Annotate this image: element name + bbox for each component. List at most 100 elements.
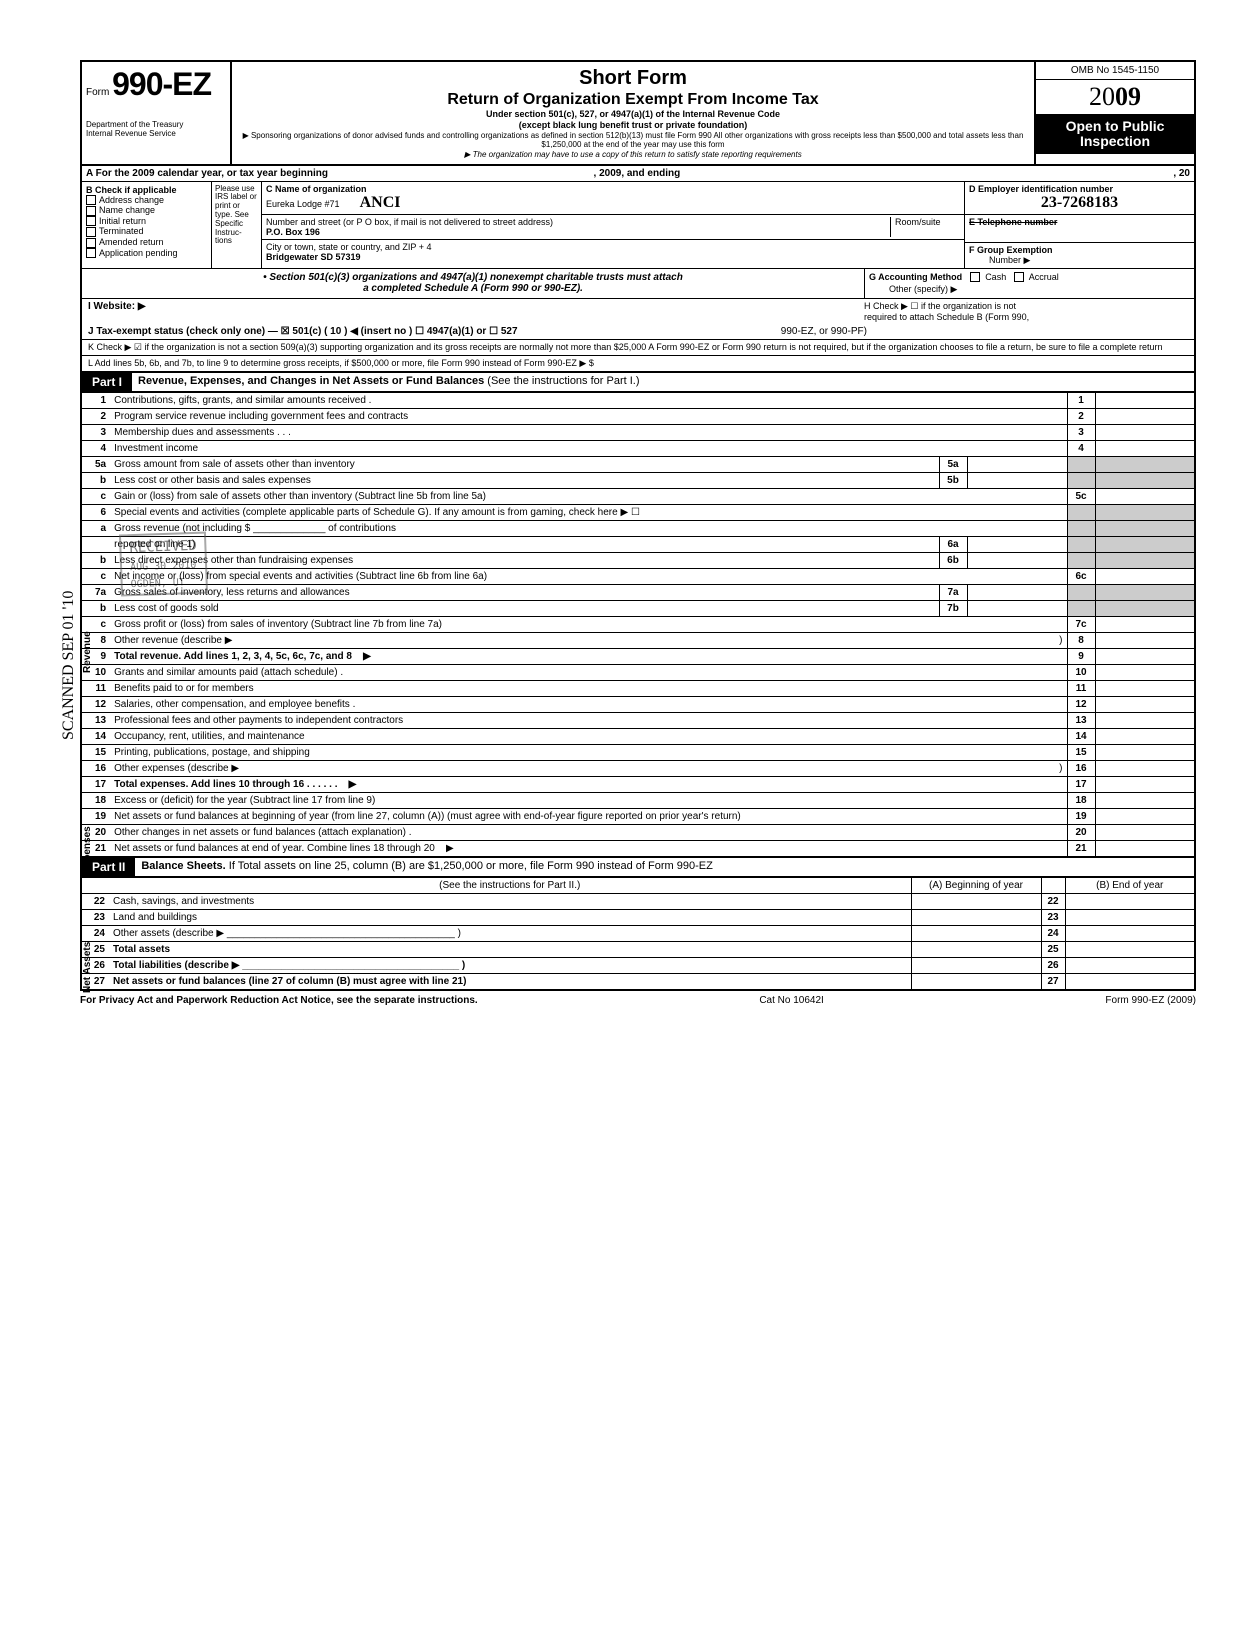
line-row: 13Professional fees and other payments t… [81, 713, 1195, 729]
h1: H Check ▶ ☐ if the organization is not [864, 301, 1188, 312]
line-row: 17Total expenses. Add lines 10 through 1… [81, 777, 1195, 793]
part2-title: Balance Sheets. [141, 860, 228, 872]
line-row: 2Program service revenue including gover… [81, 409, 1195, 425]
line-row: 14Occupancy, rent, utilities, and mainte… [81, 729, 1195, 745]
chk-name[interactable] [86, 206, 96, 216]
row-a-mid: , 2009, and ending [594, 168, 681, 179]
e-tel-lbl: E Telephone number [969, 217, 1190, 227]
line-row: 15Printing, publications, postage, and s… [81, 745, 1195, 761]
bs-row: 25Total assets25 [81, 942, 1195, 958]
omb-number: OMB No 1545-1150 [1036, 62, 1194, 80]
f-grp-sub: Number ▶ [969, 255, 1190, 266]
section-j: J Tax-exempt status (check only one) — ☒… [80, 324, 1196, 340]
line-row: 1Contributions, gifts, grants, and simil… [81, 393, 1195, 409]
note1: ▶ Sponsoring organizations of donor advi… [240, 131, 1026, 150]
chk-initial[interactable] [86, 216, 96, 226]
line-row: 20Other changes in net assets or fund ba… [81, 825, 1195, 841]
stamp-received: RECEIVED [129, 538, 197, 556]
line-row: 8Other revenue (describe ▶ )8 [81, 633, 1195, 649]
line-row: 7aGross sales of inventory, less returns… [81, 585, 1195, 601]
form-number: 990-EZ [112, 66, 211, 102]
chk-terminated[interactable] [86, 227, 96, 237]
footer-right: Form 990-EZ (2009) [1105, 995, 1196, 1006]
website-lbl: I Website: ▶ [88, 301, 146, 312]
section-k: K Check ▶ ☑ if the organization is not a… [80, 340, 1196, 356]
chk-cash[interactable] [970, 272, 980, 282]
stamp-date: AUG 30 2010 [130, 560, 198, 573]
form-header: Form 990-EZ Department of the Treasury I… [80, 60, 1196, 164]
line-row: cNet income or (loss) from special event… [81, 569, 1195, 585]
part1-header: Part I Revenue, Expenses, and Changes in… [80, 373, 1196, 393]
line-row: 18Excess or (deficit) for the year (Subt… [81, 793, 1195, 809]
lbl-address: Address change [99, 195, 164, 205]
col-b-head: B Check if applicable [86, 185, 207, 195]
year-suffix: 09 [1115, 82, 1141, 111]
bs-colA: (A) Beginning of year [911, 878, 1041, 894]
bs-row: 23Land and buildings23 [81, 910, 1195, 926]
line-row: 21Net assets or fund balances at end of … [81, 841, 1195, 858]
room-lbl: Room/suite [890, 217, 960, 237]
vlabel-expenses: Expenses [82, 826, 93, 873]
row-a-text: A For the 2009 calendar year, or tax yea… [86, 168, 328, 179]
f-grp-lbl: F Group Exemption [969, 245, 1190, 255]
line-row: 4Investment income4 [81, 441, 1195, 457]
vlabel-netassets: Net Assets [82, 942, 93, 993]
bs-row: 22Cash, savings, and investments22 [81, 894, 1195, 910]
c-name-val1: Eureka Lodge #71 [266, 199, 340, 209]
chk-pending[interactable] [86, 248, 96, 258]
title-short-form: Short Form [240, 66, 1026, 90]
line-row: bLess direct expenses other than fundrai… [81, 553, 1195, 569]
g-lbl: G Accounting Method [869, 272, 962, 282]
chk-address[interactable] [86, 195, 96, 205]
line-row: 16Other expenses (describe ▶ )16 [81, 761, 1195, 777]
dept2: Internal Revenue Service [86, 130, 226, 139]
part2-header: Part II Balance Sheets. If Total assets … [80, 858, 1196, 878]
line-row: cGross profit or (loss) from sales of in… [81, 617, 1195, 633]
h3: 990-EZ, or 990-PF) [781, 326, 867, 337]
line-row: bLess cost or other basis and sales expe… [81, 473, 1195, 489]
subtitle2: (except black lung benefit trust or priv… [240, 120, 1026, 131]
section-attach: • Section 501(c)(3) organizations and 49… [80, 268, 1196, 300]
section-i: I Website: ▶ H Check ▶ ☐ if the organiza… [80, 299, 1196, 324]
footer-left: For Privacy Act and Paperwork Reduction … [80, 995, 478, 1006]
part1-plain: (See the instructions for Part I.) [487, 375, 639, 387]
chk-accrual[interactable] [1014, 272, 1024, 282]
line-row: 9Total revenue. Add lines 1, 2, 3, 4, 5c… [81, 649, 1195, 665]
c-addr-lbl: Number and street (or P O box, if mail i… [266, 217, 890, 227]
form-prefix: Form [86, 87, 109, 98]
chk-amended[interactable] [86, 238, 96, 248]
lbl-cash: Cash [985, 272, 1006, 282]
attach-l1: • Section 501(c)(3) organizations and 49… [88, 272, 858, 283]
section-bcdef: B Check if applicable Address change Nam… [80, 182, 1196, 268]
stamp-ogden: OGDEN, UT [131, 577, 199, 590]
h2: required to attach Schedule B (Form 990, [864, 312, 1188, 322]
col-label: Please use IRS label or print or type. S… [212, 182, 262, 268]
part1-title: Revenue, Expenses, and Changes in Net As… [138, 375, 487, 387]
vlabel-revenue: Revenue [82, 632, 93, 674]
c-city-lbl: City or town, state or country, and ZIP … [266, 242, 960, 252]
line-row: 3Membership dues and assessments . . .3 [81, 425, 1195, 441]
lbl-amended: Amended return [99, 237, 164, 247]
received-stamp: RECEIVED AUG 30 2010 OGDEN, UT [119, 532, 209, 597]
line-row: reported on line 1)6a [81, 537, 1195, 553]
balance-sheet-table: (See the instructions for Part II.) (A) … [80, 878, 1196, 991]
part2-plain: If Total assets on line 25, column (B) a… [229, 860, 713, 872]
line-row: 10Grants and similar amounts paid (attac… [81, 665, 1195, 681]
line-row: aGross revenue (not including $ ________… [81, 521, 1195, 537]
d-ein-lbl: D Employer identification number [969, 184, 1190, 194]
attach-l2: a completed Schedule A (Form 990 or 990-… [88, 283, 858, 294]
c-city-val: Bridgewater SD 57319 [266, 252, 960, 262]
line-row: 5aGross amount from sale of assets other… [81, 457, 1195, 473]
row-a: A For the 2009 calendar year, or tax yea… [80, 164, 1196, 182]
footer: For Privacy Act and Paperwork Reduction … [80, 991, 1196, 1010]
d-ein-val: 23-7268183 [969, 194, 1190, 212]
lines-table: 1Contributions, gifts, grants, and simil… [80, 393, 1196, 858]
line-row: bLess cost of goods sold7b [81, 601, 1195, 617]
lbl-pending: Application pending [99, 248, 178, 258]
year-prefix: 20 [1089, 82, 1115, 111]
c-addr-val: P.O. Box 196 [266, 227, 890, 237]
g-other: Other (specify) ▶ [869, 283, 1190, 296]
bs-row: 26Total liabilities (describe ▶ ________… [81, 958, 1195, 974]
line-row: 12Salaries, other compensation, and empl… [81, 697, 1195, 713]
j-text: J Tax-exempt status (check only one) — ☒… [88, 326, 518, 337]
